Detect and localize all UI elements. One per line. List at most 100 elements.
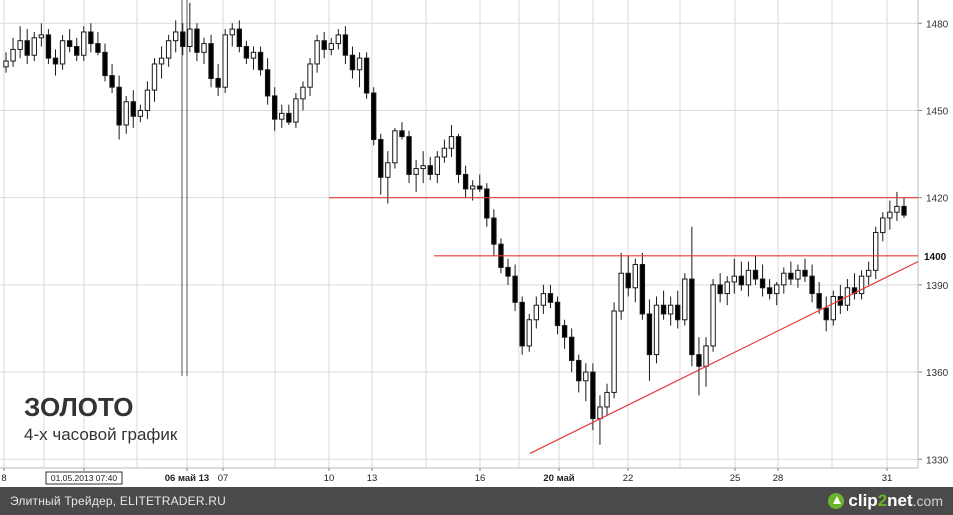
candle-up: [300, 86, 306, 100]
footer-credit: Элитный Трейдер, ELITETRADER.RU: [10, 494, 226, 508]
candle-down: [257, 51, 264, 71]
brand-prefix: clip: [848, 491, 878, 510]
candle-down: [823, 307, 829, 321]
candle-up: [894, 205, 900, 213]
candle-down: [816, 293, 822, 309]
candle-up: [187, 28, 193, 48]
candle-down: [590, 371, 596, 420]
candle-up: [229, 28, 235, 36]
candle-up: [724, 281, 730, 295]
candle-up: [540, 293, 547, 306]
candle-up: [682, 278, 688, 321]
candle-up: [533, 304, 540, 321]
brand-suffix: net: [887, 491, 913, 510]
y-tick-label: 1360: [926, 368, 949, 379]
candle-up: [201, 43, 207, 53]
candle-up: [469, 185, 476, 190]
candle-up: [31, 37, 37, 56]
candle-up: [873, 232, 879, 271]
candle-down: [45, 34, 52, 59]
candle-down: [696, 354, 702, 367]
level-label-1400: 1400: [924, 252, 947, 263]
candle-up: [385, 162, 391, 178]
candle-down: [370, 92, 377, 141]
candle-down: [95, 43, 101, 53]
x-tick-label: 25: [730, 473, 741, 484]
chart-title: ЗОЛОТО: [24, 392, 134, 422]
candle-up: [17, 40, 23, 50]
brand-logo: clip2net.com: [828, 491, 943, 511]
candle-up: [441, 147, 448, 158]
chart-subtitle: 4-х часовой график: [24, 425, 178, 444]
candle-up: [356, 57, 363, 71]
candle-up: [448, 136, 455, 149]
x-tick-label: 16: [475, 473, 486, 484]
candle-down: [752, 269, 759, 280]
candle-up: [3, 60, 9, 68]
candle-down: [646, 313, 653, 356]
x-tick-label: 22: [623, 473, 634, 484]
candle-up: [865, 269, 872, 277]
cursor-date-box: [45, 471, 123, 485]
candle-down: [568, 336, 575, 361]
brand-domain: .com: [912, 493, 943, 509]
x-tick-label: 10: [324, 473, 335, 484]
candle-down: [215, 77, 221, 88]
candle-up: [583, 371, 589, 382]
candle-up: [222, 34, 228, 88]
candle-up: [526, 319, 532, 347]
candle-down: [66, 40, 73, 48]
candle-down: [639, 264, 646, 315]
candle-up: [795, 269, 801, 280]
candle-up: [830, 295, 836, 321]
candle-down: [788, 272, 794, 280]
y-tick-label: 1420: [926, 194, 949, 205]
candle-up: [279, 112, 285, 120]
candle-up: [858, 275, 865, 295]
candle-up: [38, 34, 45, 39]
brand-name: clip2net.com: [848, 491, 943, 511]
candle-up: [618, 272, 624, 312]
candle-down: [427, 165, 433, 175]
candle-down: [286, 112, 292, 123]
candle-down: [264, 69, 271, 97]
upload-arrow-icon: [828, 493, 845, 509]
candle-up: [710, 284, 716, 347]
candle-down: [625, 272, 631, 289]
support-trendline: [529, 261, 919, 455]
candlestick-chart: 1480 1450 1420 1390 1360 1330 1400 8 01.05.2013 …: [0, 0, 949, 485]
candle-down: [74, 46, 80, 56]
candle-down: [484, 188, 490, 219]
candle-down: [576, 359, 582, 382]
candle-down: [505, 266, 511, 277]
candle-down: [901, 205, 907, 216]
candle-down: [399, 130, 405, 138]
candle-down: [455, 136, 462, 175]
candle-up: [328, 43, 334, 50]
candle-up: [653, 304, 660, 356]
candle-up: [144, 89, 151, 111]
candle-up: [413, 168, 419, 175]
candle-down: [321, 40, 327, 50]
x-tick-label: 31: [882, 473, 893, 484]
candle-up: [173, 31, 179, 42]
candle-up: [667, 304, 674, 315]
candle-up: [604, 391, 610, 408]
candle-up: [59, 40, 66, 65]
candle-down: [378, 139, 384, 178]
candle-down: [738, 275, 745, 286]
candle-up: [632, 264, 638, 289]
x-tick-label: 28: [773, 473, 784, 484]
candle-down: [802, 269, 808, 277]
candle-down: [24, 40, 30, 56]
candle-up: [781, 272, 787, 286]
candle-down: [547, 293, 554, 303]
candle-down: [52, 57, 59, 65]
candle-down: [208, 43, 214, 79]
candle-down: [766, 287, 773, 295]
candle-up: [597, 406, 603, 420]
candle-down: [88, 31, 94, 45]
candle-up: [137, 109, 144, 117]
candle-up: [420, 165, 426, 170]
candle-up: [81, 31, 87, 56]
